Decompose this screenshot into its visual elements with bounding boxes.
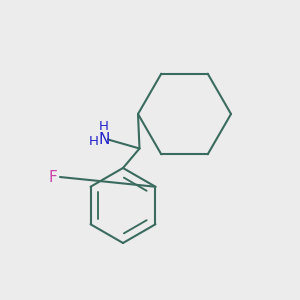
Text: N: N [98,132,110,147]
Text: H: H [99,120,109,134]
Text: H: H [89,135,99,148]
Text: F: F [48,169,57,184]
